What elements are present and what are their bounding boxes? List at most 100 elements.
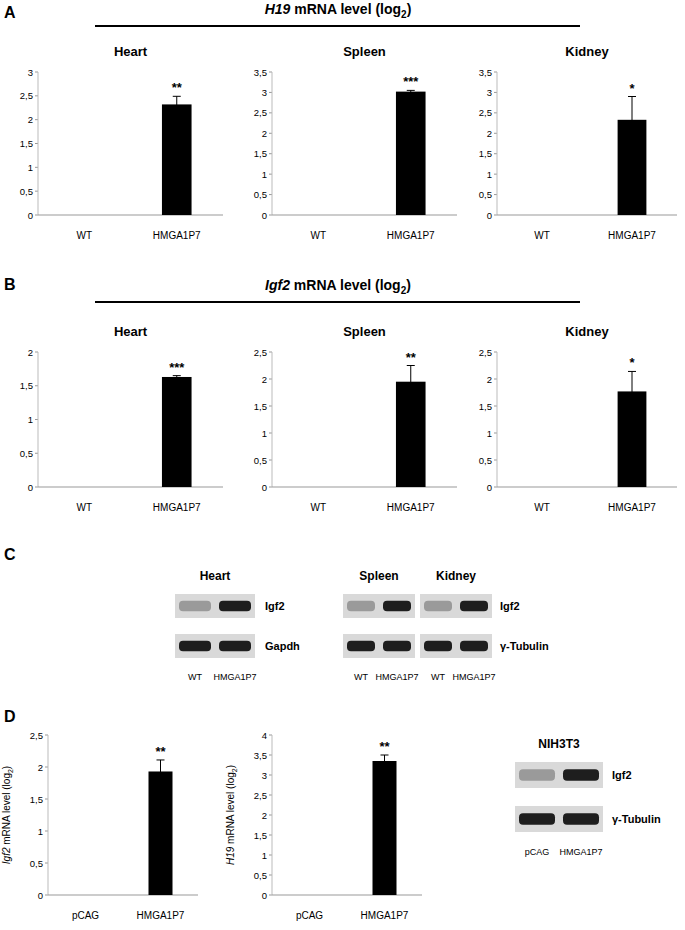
- y-tick-label: 2,5: [254, 347, 267, 358]
- header-rule: [95, 301, 580, 303]
- significance: *: [629, 81, 635, 96]
- bar: [162, 377, 192, 487]
- y-axis: [272, 72, 273, 215]
- x-axis: [38, 215, 223, 216]
- y-tick-label: 3: [262, 770, 267, 781]
- blot-group: SpleenWTHMGA1P7KidneyWTHMGA1P7Igf2γ-Tubu…: [343, 569, 549, 682]
- y-tick-label: 0,5: [254, 189, 267, 200]
- error-stem: [632, 97, 633, 144]
- y-tick-label: 2,5: [479, 347, 492, 358]
- error-cap: [157, 759, 165, 760]
- bar: [69, 215, 99, 216]
- text-part: ): [1, 766, 12, 769]
- blot-band: [219, 641, 251, 652]
- x-tick-label: pCAG: [296, 910, 323, 921]
- header-rule: [95, 25, 580, 27]
- y-tick-label: 1,5: [254, 401, 267, 412]
- marks: [373, 755, 397, 895]
- x-tick-label: HMGA1P7: [387, 230, 435, 241]
- panel-letter: A: [4, 4, 16, 21]
- y-axis: [48, 735, 49, 895]
- row-label: Igf2: [500, 600, 520, 612]
- panel-letter: B: [4, 276, 16, 293]
- y-tick-label: 0: [28, 482, 33, 493]
- y-tick-label: 3,5: [479, 67, 492, 78]
- error-stem: [384, 755, 385, 767]
- y-tick-label: 2: [262, 128, 267, 139]
- chart: Igf2 mRNA level (log2)00,511,522,5pCAGHM…: [1, 730, 198, 922]
- text-part: H19: [225, 846, 236, 865]
- y-tick-label: 1: [487, 169, 492, 180]
- blot-band: [519, 769, 555, 780]
- chart: H19 mRNA level (log2)00,511,522,533,54pC…: [225, 730, 422, 922]
- blot-membrane: [343, 634, 415, 658]
- y-axis: [497, 72, 498, 215]
- y-tick-label: 0,5: [254, 870, 267, 881]
- y-tick-label: 4: [262, 730, 267, 741]
- blot-band: [347, 601, 375, 612]
- x-tick-label: HMGA1P7: [153, 230, 201, 241]
- error-cap: [173, 96, 181, 97]
- marks: [396, 90, 426, 215]
- x-tick-label: HMGA1P7: [153, 502, 201, 513]
- y-tick-label: 0,5: [254, 455, 267, 466]
- y-tick-label: 0,5: [30, 858, 43, 869]
- y-tick-label: 1: [28, 414, 33, 425]
- blot-title: Kidney: [436, 569, 476, 583]
- bar: [303, 215, 333, 216]
- chart-title: Spleen: [343, 324, 386, 339]
- error-stem: [410, 366, 411, 398]
- bar: [528, 487, 557, 488]
- chart: Spleen00,511,522,533,5WTHMGA1P7***: [254, 44, 457, 241]
- y-tick-label: 0: [262, 890, 267, 901]
- chart: Spleen00,511,522,5WTHMGA1P7**: [254, 324, 457, 513]
- x-tick-label: HMGA1P7: [361, 910, 409, 921]
- x-tick-label: WT: [534, 230, 550, 241]
- y-tick-label: 2: [28, 347, 33, 358]
- y-tick-label: 1: [487, 428, 492, 439]
- error-bar: [173, 96, 181, 112]
- significance: **: [406, 350, 417, 365]
- y-tick-label: 1,5: [30, 794, 43, 805]
- error-bar: [628, 97, 636, 144]
- bar: [373, 761, 397, 895]
- y-tick-label: 2: [262, 374, 267, 385]
- panel-letter: D: [4, 708, 16, 725]
- blot-title: NIH3T3: [538, 737, 580, 751]
- y-tick-label: 3,5: [254, 67, 267, 78]
- chart: Heart00,511,52WTHMGA1P7***: [20, 324, 223, 513]
- blot-band: [383, 641, 411, 652]
- error-cap: [407, 365, 415, 366]
- error-cap: [407, 90, 415, 91]
- y-tick-label: 2: [487, 128, 492, 139]
- text-part: mRNA level (log: [290, 1, 401, 17]
- x-tick-label: WT: [76, 230, 92, 241]
- y-tick-label: 1: [262, 169, 267, 180]
- x-tick-label: WT: [534, 502, 550, 513]
- x-tick-label: WT: [310, 502, 326, 513]
- x-axis: [272, 215, 457, 216]
- blot-band: [563, 813, 599, 824]
- chart: Heart00,511,522,53WTHMGA1P7**: [20, 44, 223, 241]
- bar: [396, 92, 426, 215]
- panel-letter: C: [4, 546, 16, 563]
- blot-title: Spleen: [359, 569, 398, 583]
- blot-membrane: [515, 806, 603, 832]
- blot-group: HeartWTHMGA1P7Igf2Gapdh: [175, 569, 300, 682]
- marks: [162, 376, 192, 487]
- blot-band: [347, 641, 375, 652]
- row-label: Gapdh: [265, 640, 300, 652]
- y-tick-label: 0: [38, 890, 43, 901]
- y-tick-label: 1,5: [20, 380, 33, 391]
- lane-label: HMGA1P7: [213, 672, 256, 682]
- y-tick-label: 2,5: [254, 107, 267, 118]
- text-part: mRNA level (log: [290, 277, 401, 293]
- error-stem: [632, 371, 633, 411]
- y-axis: [497, 352, 498, 487]
- error-bar: [628, 371, 636, 411]
- text-part: H19: [265, 1, 291, 17]
- y-tick-label: 0,5: [479, 455, 492, 466]
- y-tick-label: 2: [262, 810, 267, 821]
- y-tick-label: 1,5: [254, 830, 267, 841]
- y-axis-label: H19 mRNA level (log2): [225, 765, 238, 865]
